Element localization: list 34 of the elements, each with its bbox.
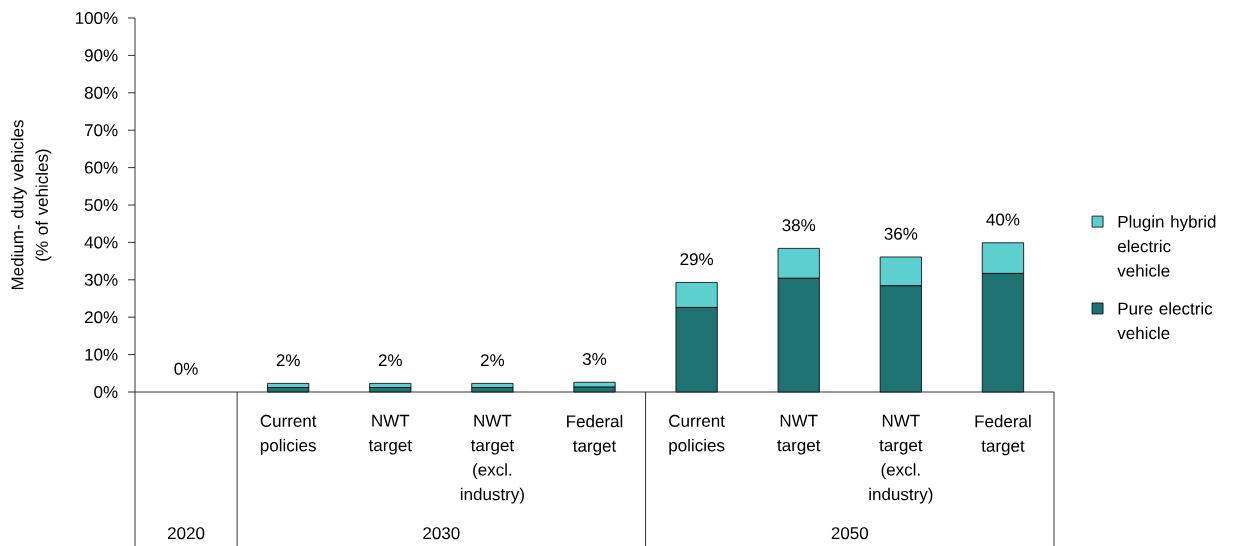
y-tick-label: 50%: [84, 198, 118, 212]
text: 2050: [831, 527, 869, 540]
text: 2030: [423, 527, 460, 540]
y-tick-label: 90%: [84, 49, 118, 62]
y-tick-label: 0%: [94, 385, 118, 399]
legend-label: Plugin hybrid electric vehicle: [1117, 215, 1216, 277]
total-label: 2%: [480, 354, 505, 367]
y-axis-title: Medium- duty vehicles (% of vehicles): [10, 120, 52, 290]
x-tick-label: Current policies: [260, 414, 317, 455]
total-label: 40%: [986, 213, 1020, 226]
x-tick-label: NWT target (excl. industry): [460, 414, 524, 504]
x-tick-label: Current policies: [669, 414, 725, 455]
legend-label: Pure electric vehicle: [1117, 302, 1213, 340]
y-tick-label: 80%: [84, 86, 118, 99]
total-label: 29%: [680, 253, 714, 266]
total-label: 36%: [884, 227, 918, 240]
y-tick-label: 30%: [84, 273, 118, 286]
y-tick-label: 70%: [84, 124, 118, 137]
total-label: 0%: [174, 362, 198, 375]
total-label: 3%: [582, 353, 607, 366]
y-tick-label: 40%: [84, 236, 118, 249]
x-tick-label: NWT target (excl. industry): [869, 414, 933, 504]
x-tick-label: NWT target: [777, 414, 821, 455]
total-label: 2%: [378, 354, 402, 367]
y-tick-label: 60%: [84, 161, 118, 174]
total-label: 38%: [782, 219, 816, 232]
y-tick-label: 100%: [75, 11, 118, 25]
text: 2020: [168, 527, 205, 540]
x-tick-label: NWT target: [368, 414, 412, 455]
x-tick-label: Federal target: [975, 414, 1031, 456]
y-tick-label: 10%: [85, 348, 118, 361]
x-tick-label: Federal target: [567, 414, 623, 456]
total-label: 2%: [276, 354, 300, 367]
y-tick-label: 20%: [84, 311, 118, 324]
